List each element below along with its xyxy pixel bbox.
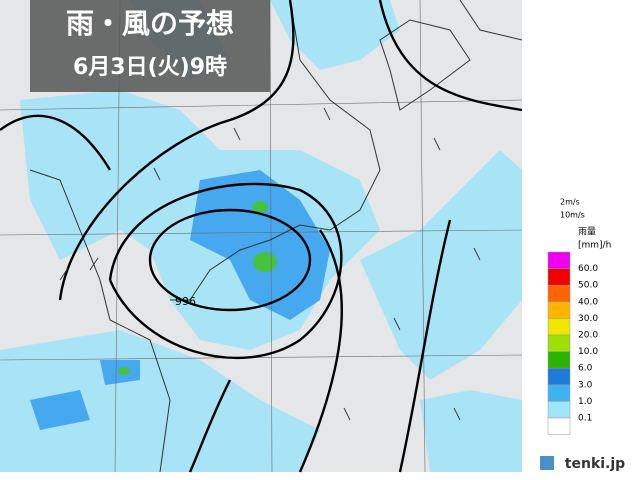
header: 雨・風の予想 6月3日(火)9時 <box>30 0 270 92</box>
legend-swatch <box>547 268 571 286</box>
isobar-label: 996 <box>175 295 196 308</box>
legend-label: 40.0 <box>578 297 598 307</box>
legend-swatch <box>547 417 571 435</box>
legend-swatch <box>547 284 571 303</box>
isobars <box>0 0 523 473</box>
legend-label: 20.0 <box>578 331 598 341</box>
legend-swatch <box>547 401 571 419</box>
logo: tenki.jp <box>565 456 625 472</box>
legend-swatch <box>547 351 571 369</box>
legend-label: 1.0 <box>578 397 593 407</box>
legend-swatch <box>547 334 571 352</box>
legend-label: 10.0 <box>578 347 598 357</box>
title: 雨・風の予想 <box>66 7 234 40</box>
legend-label: 6.0 <box>578 364 593 374</box>
coastline <box>29 0 523 473</box>
legend-swatch <box>547 301 571 319</box>
legend-title: 雨量 <box>578 227 596 238</box>
legend-swatch <box>547 318 571 336</box>
header-box <box>30 0 270 92</box>
wind-barbs <box>59 107 481 421</box>
legend-label: 3.0 <box>578 380 593 390</box>
legend-swatch <box>547 251 571 269</box>
legend: 2m/s 10m/s 雨量 [mm]/h 60.0 50.0 40.0 30.0 20.… <box>547 198 611 435</box>
legend-swatch <box>547 367 571 386</box>
legend-label: 30.0 <box>578 314 598 324</box>
legend-label: 60.0 <box>578 264 598 274</box>
legend-swatch <box>547 384 571 402</box>
legend-label: 50.0 <box>578 281 598 291</box>
logo-icon <box>540 456 554 470</box>
legend-unit: [mm]/h <box>578 241 611 251</box>
wind-legend: 2m/s <box>560 198 580 207</box>
legend-label: 0.1 <box>578 414 592 424</box>
wind-legend: 10m/s <box>560 211 585 220</box>
subtitle: 6月3日(火)9時 <box>73 55 227 80</box>
